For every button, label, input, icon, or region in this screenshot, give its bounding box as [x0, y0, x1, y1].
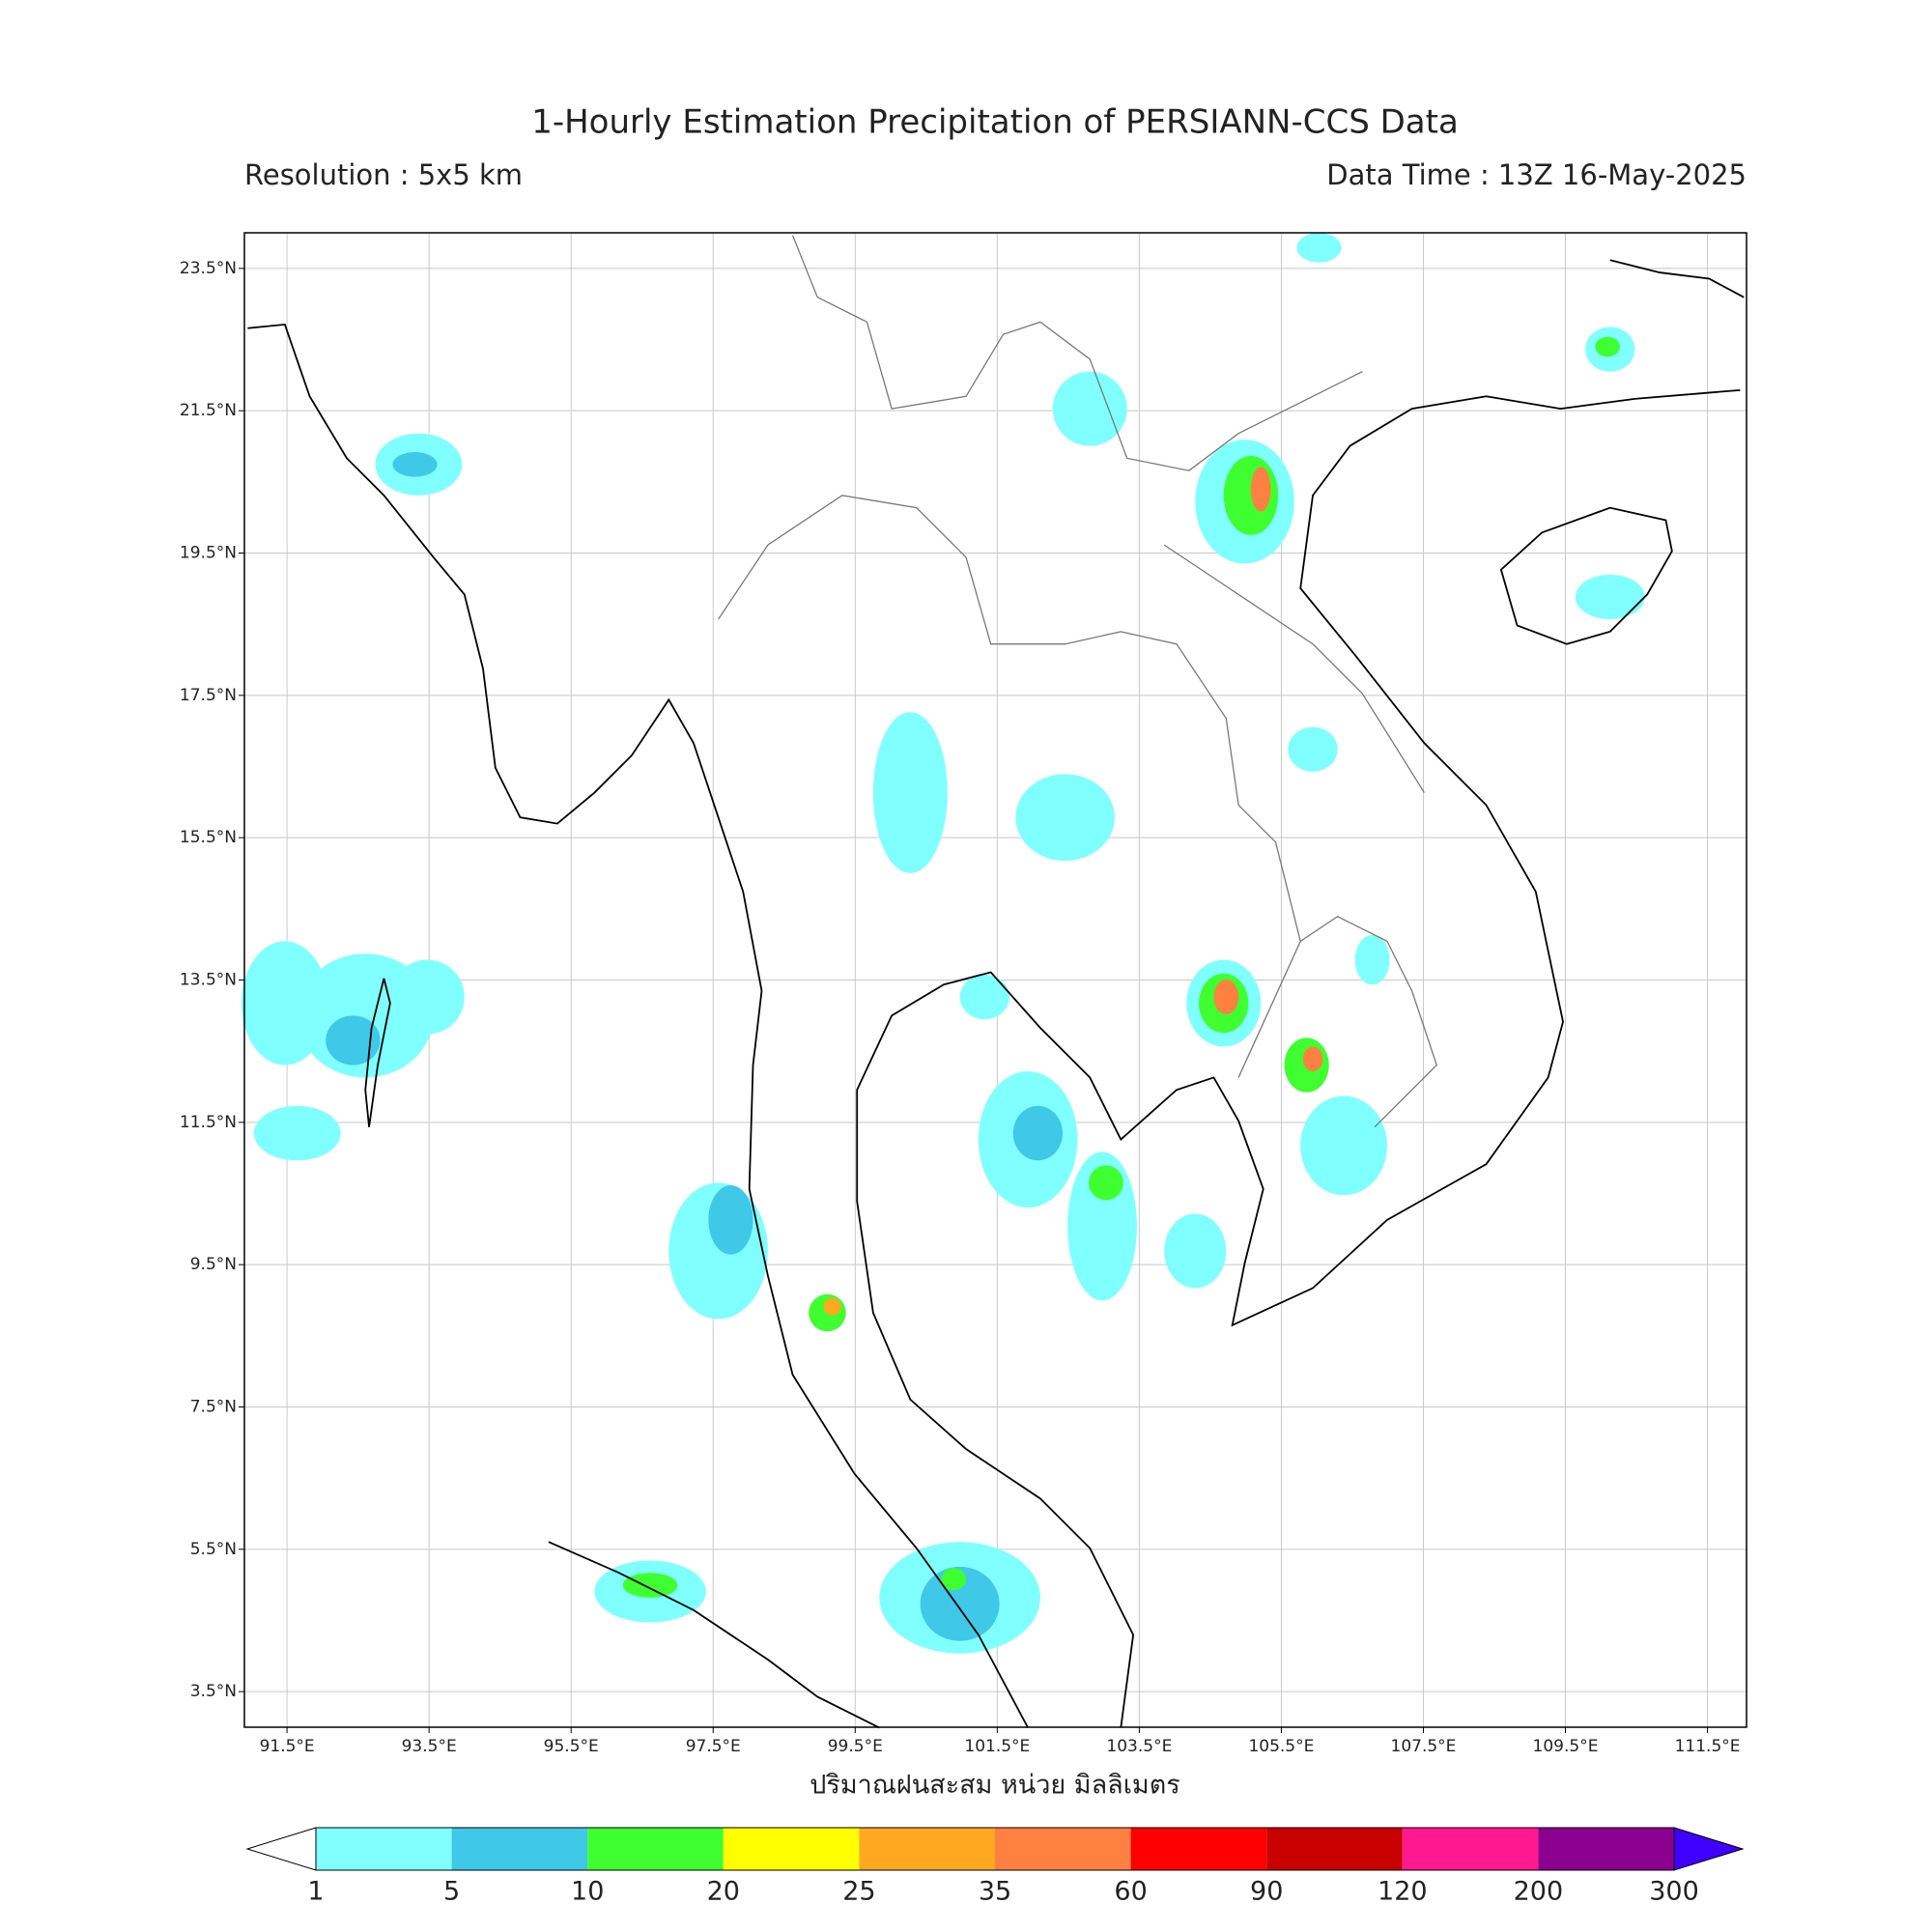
resolution: Resolution : 5x5 km [244, 158, 523, 191]
x-tick-label: 101.5°E [964, 1737, 1030, 1756]
coastline [856, 388, 1741, 1728]
grid [244, 233, 1747, 1727]
x-tick-label: 99.5°E [828, 1737, 883, 1756]
colorbar-segment [995, 1828, 1131, 1870]
y-tick-label: 23.5°N [180, 259, 237, 278]
island [364, 978, 391, 1127]
colorbar-label: 10 [571, 1877, 604, 1907]
border [791, 235, 1363, 471]
colorbar-label: 5 [443, 1877, 460, 1907]
x-tick-label: 111.5°E [1675, 1737, 1741, 1756]
border [718, 495, 1301, 1078]
colorbar-label: 300 [1649, 1877, 1699, 1907]
x-tick-label: 103.5°E [1106, 1737, 1172, 1756]
x-tick-label: 105.5°E [1248, 1737, 1314, 1756]
x-tick-label: 109.5°E [1533, 1737, 1599, 1756]
colorbar-segment [1402, 1828, 1539, 1870]
y-tick-label: 17.5°N [180, 686, 237, 705]
map-content [242, 233, 1745, 1729]
colorbar-segment [723, 1828, 860, 1870]
coastline [548, 1541, 880, 1729]
y-tick-label: 11.5°N [180, 1113, 237, 1132]
colorbar-segment [859, 1828, 995, 1870]
colorbar-label: 20 [707, 1877, 740, 1907]
y-tick-label: 15.5°N [180, 828, 237, 847]
colorbar-segment [451, 1828, 588, 1870]
x-tick-label: 97.5°E [686, 1737, 741, 1756]
title: 1-Hourly Estimation Precipitation of PER… [531, 103, 1459, 142]
data-time: Data Time : 13Z 16-May-2025 [1326, 158, 1747, 191]
axis-label: ปริมาณฝนสะสม หน่วย มิลลิเมตร [810, 1771, 1180, 1801]
y-tick-label: 7.5°N [190, 1398, 237, 1417]
colorbar-label: 1 [307, 1877, 324, 1907]
colorbar-label: 35 [979, 1877, 1011, 1907]
colorbar-label: 90 [1250, 1877, 1283, 1907]
colorbar-label: 60 [1114, 1877, 1147, 1907]
colorbar-label: 200 [1514, 1877, 1564, 1907]
x-tick-label: 95.5°E [544, 1737, 599, 1756]
colorbar-segment [316, 1828, 452, 1870]
colorbar-outline [315, 1827, 1675, 1871]
coastline [247, 323, 1029, 1728]
border [1299, 916, 1437, 1128]
y-tick-label: 21.5°N [180, 401, 237, 420]
colorbar: 1 5 10 20 25 35 60 90 120 200 300 [245, 1827, 1745, 1907]
y-tick-label: 5.5°N [190, 1540, 237, 1559]
colorbar-segment [587, 1828, 724, 1870]
colorbar-segment [1266, 1828, 1403, 1870]
x-tick-label: 107.5°E [1391, 1737, 1457, 1756]
coastline [1609, 259, 1745, 298]
colorbar-label: 25 [842, 1877, 875, 1907]
border [1163, 544, 1425, 793]
x-tick-label: 91.5°E [260, 1737, 315, 1756]
y-tick-label: 9.5°N [190, 1255, 237, 1274]
island [1499, 506, 1673, 645]
colorbar-label: 120 [1378, 1877, 1428, 1907]
x-tick-label: 93.5°E [402, 1737, 457, 1756]
rain-areas [242, 233, 1645, 1654]
y-tick-label: 19.5°N [180, 544, 237, 563]
y-tick-label: 3.5°N [190, 1682, 237, 1701]
colorbar-segment [1130, 1828, 1267, 1870]
colorbar-segment [1538, 1828, 1674, 1870]
y-tick-label: 13.5°N [180, 971, 237, 990]
